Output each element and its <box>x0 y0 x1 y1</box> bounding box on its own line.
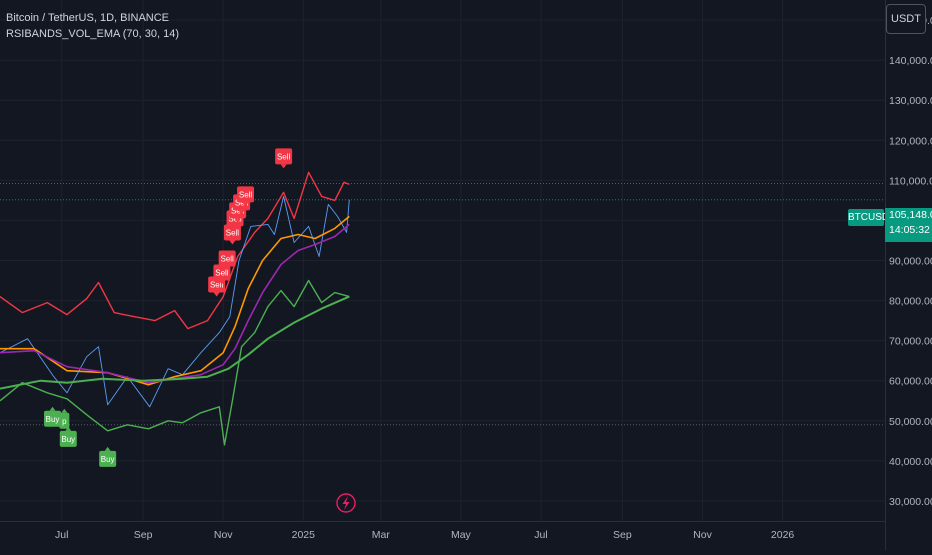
y-tick-label: 110,000.00 <box>889 175 932 187</box>
label-box <box>237 186 255 203</box>
upper-band-line <box>0 171 350 330</box>
lower-band-line <box>0 279 350 446</box>
last-price-tag: 105,148.01 14:05:32 <box>885 208 932 242</box>
buy-signal-label: Buy <box>59 426 77 447</box>
y-tick-label: 130,000.00 <box>889 95 932 107</box>
sell-signal-label: Sell <box>275 148 293 169</box>
y-tick-label: 70,000.00 <box>889 336 932 348</box>
label-pointer <box>213 292 220 297</box>
ema-slow-line <box>0 223 350 384</box>
label-pointer <box>280 164 287 169</box>
label-text: Sell <box>231 206 245 215</box>
x-tick-label: Nov <box>693 529 712 541</box>
label-pointer <box>238 210 245 215</box>
label-box <box>59 412 70 429</box>
label-box <box>275 148 293 165</box>
bar-countdown: 14:05:32 <box>889 224 930 236</box>
label-pointer <box>104 446 111 451</box>
label-box <box>99 450 117 467</box>
label-text: p <box>62 417 67 426</box>
y-tick-label: 90,000.00 <box>889 256 932 268</box>
label-text: Sell <box>235 198 249 207</box>
label-text: Buy <box>101 455 115 464</box>
x-tick-label: 2026 <box>771 529 795 541</box>
label-pointer <box>218 280 225 285</box>
label-text: Sell <box>226 228 240 237</box>
y-tick-label: 120,000.00 <box>889 135 932 147</box>
x-tick-label: 2025 <box>292 529 316 541</box>
label-text: Sell <box>210 281 224 290</box>
y-tick-label: 50,000.00 <box>889 416 932 428</box>
symbol-title[interactable]: Bitcoin / TetherUS, 1D, BINANCE <box>6 12 170 24</box>
label-pointer <box>61 408 68 413</box>
currency-button[interactable]: USDT <box>886 4 926 34</box>
sell-signal-label: Sell <box>223 224 241 245</box>
last-price-value: 105,148.01 <box>889 209 932 221</box>
indicator-title[interactable]: RSIBANDS_VOL_EMA (70, 30, 14) <box>6 28 180 40</box>
chart-legend: Bitcoin / TetherUS, 1D, BINANCE RSIBANDS… <box>6 10 179 42</box>
label-pointer <box>232 226 239 231</box>
sell-signal-label: Sell <box>218 250 236 271</box>
y-tick-label: 80,000.00 <box>889 296 932 308</box>
buy-signal-label: Buy <box>44 406 62 427</box>
y-tick-label: 60,000.00 <box>889 376 932 388</box>
label-pointer <box>234 218 241 223</box>
label-text: Sell <box>239 190 253 199</box>
label-text: Sell <box>277 152 291 161</box>
y-tick-label: 30,000.00 <box>889 496 932 508</box>
label-text: Buy <box>46 415 60 424</box>
ema-fast-line <box>0 215 350 386</box>
label-pointer <box>49 406 56 411</box>
label-box <box>59 430 77 447</box>
label-pointer <box>229 240 236 245</box>
label-box <box>44 410 62 427</box>
label-pointer <box>242 202 249 207</box>
label-pointer <box>65 426 72 431</box>
symbol-price-tag: BTCUSDT <box>848 209 895 226</box>
label-text: Buy <box>61 435 75 444</box>
x-tick-label: Mar <box>372 529 391 541</box>
label-box <box>223 224 241 241</box>
label-text: Sell <box>215 269 229 278</box>
sell-signal-label: Sell <box>237 186 255 207</box>
x-tick-label: Jul <box>55 529 68 541</box>
x-tick-label: Nov <box>214 529 233 541</box>
label-text: Sell <box>220 255 234 264</box>
lightning-icon[interactable] <box>336 493 356 513</box>
price-line <box>0 195 350 408</box>
x-tick-label: Jul <box>534 529 547 541</box>
y-tick-label: 40,000.00 <box>889 456 932 468</box>
x-tick-label: May <box>451 529 472 541</box>
y-tick-label: 140,000.00 <box>889 55 932 67</box>
label-pointer <box>224 266 231 271</box>
x-tick-label: Sep <box>134 529 153 541</box>
label-box <box>218 250 236 267</box>
buy-signal-label: p <box>59 408 70 429</box>
ema-long-line <box>0 295 350 390</box>
buy-signal-label: Buy <box>99 446 117 467</box>
x-tick-label: Sep <box>613 529 632 541</box>
